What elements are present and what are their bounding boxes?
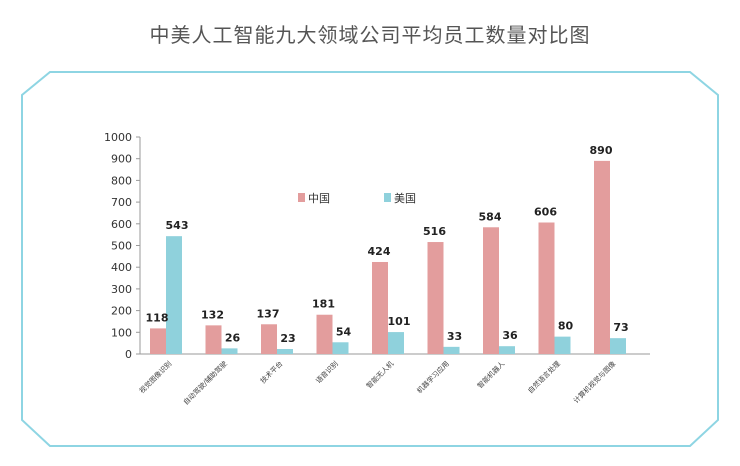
x-tick-label: 计算机视觉与图像 xyxy=(571,359,617,405)
data-label: 73 xyxy=(613,321,628,334)
data-label: 606 xyxy=(534,205,557,218)
x-tick-label: 智能无人机 xyxy=(364,359,395,390)
y-tick-label: 100 xyxy=(111,326,132,339)
chart-frame xyxy=(21,71,719,447)
chart-title: 中美人工智能九大领域公司平均员工数量对比图 xyxy=(149,23,591,47)
y-tick-label: 800 xyxy=(111,174,132,187)
bar-china xyxy=(372,261,388,354)
x-tick-label: 自然语言处理 xyxy=(526,359,562,395)
bar-usa xyxy=(332,342,349,354)
legend-swatch-usa xyxy=(384,193,391,202)
legend-swatch-china xyxy=(298,193,305,202)
bar-usa xyxy=(221,348,238,354)
data-label: 424 xyxy=(368,245,391,258)
data-label: 36 xyxy=(502,329,518,342)
bar-usa xyxy=(499,346,515,354)
bar-china xyxy=(538,222,555,354)
bar-usa xyxy=(610,338,626,354)
data-label: 80 xyxy=(558,320,574,333)
x-tick-label: 机器学习应用 xyxy=(415,359,451,395)
x-tick-label: 语音识别 xyxy=(314,359,340,385)
bar-china xyxy=(205,325,222,354)
data-label: 543 xyxy=(166,219,189,232)
bar-usa xyxy=(277,349,293,354)
bar-usa xyxy=(554,336,571,354)
bar-usa xyxy=(166,236,182,354)
legend-label: 美国 xyxy=(394,192,416,205)
x-tick-label: 智能机器人 xyxy=(475,359,506,390)
bar-china xyxy=(261,324,277,354)
y-tick-label: 700 xyxy=(111,196,132,209)
data-label: 181 xyxy=(312,298,335,311)
bar-usa xyxy=(388,332,404,354)
data-label: 137 xyxy=(257,307,280,320)
data-label: 101 xyxy=(388,315,411,328)
data-label: 584 xyxy=(479,210,502,223)
x-tick-label: 自动驾驶/辅助驾驶 xyxy=(181,359,229,407)
x-tick-label: 视觉图像识别 xyxy=(137,359,173,395)
data-label: 33 xyxy=(447,330,462,343)
bar-china xyxy=(594,160,610,354)
y-tick-label: 400 xyxy=(111,261,132,274)
y-tick-label: 900 xyxy=(111,153,132,166)
y-tick-label: 1000 xyxy=(104,131,132,144)
data-label: 23 xyxy=(280,332,295,345)
data-label: 54 xyxy=(336,325,352,338)
bar-china xyxy=(483,227,499,354)
data-label: 890 xyxy=(590,144,613,157)
bar-china xyxy=(150,328,166,354)
y-tick-label: 300 xyxy=(111,283,132,296)
y-tick-label: 0 xyxy=(125,348,132,361)
data-label: 118 xyxy=(146,311,169,324)
bar-china xyxy=(316,314,333,354)
x-tick-label: 技术平台 xyxy=(258,359,284,385)
data-label: 516 xyxy=(423,225,446,238)
y-tick-label: 200 xyxy=(111,305,132,318)
data-label: 26 xyxy=(225,331,241,344)
y-tick-label: 600 xyxy=(111,218,132,231)
legend-label: 中国 xyxy=(308,192,330,205)
bar-china xyxy=(427,242,444,354)
data-label: 132 xyxy=(201,308,224,321)
bar-usa xyxy=(443,346,460,354)
y-tick-label: 500 xyxy=(111,240,132,253)
